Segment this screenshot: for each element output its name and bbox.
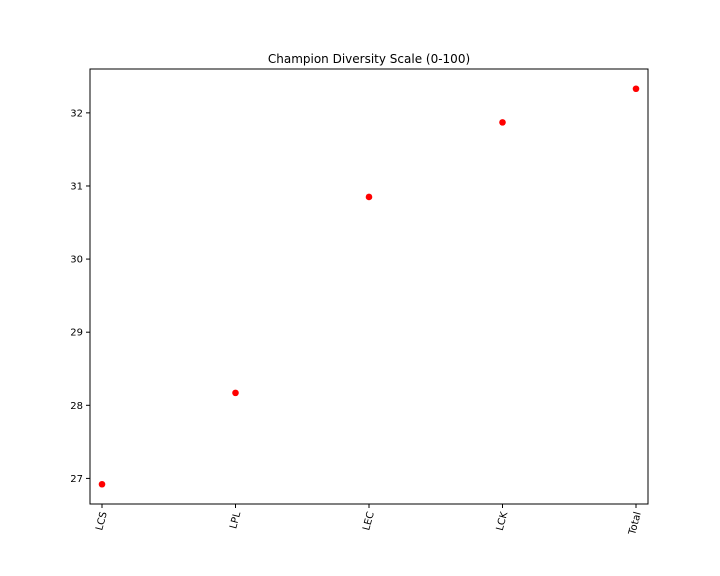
x-tick-label: LCS <box>94 511 110 532</box>
data-point <box>232 389 239 397</box>
data-point <box>632 85 640 93</box>
y-tick-label: 27 <box>70 474 83 485</box>
y-tick-label: 31 <box>70 181 83 192</box>
y-tick-label: 28 <box>70 401 83 412</box>
y-axis: 27 28 29 30 31 32 <box>70 108 90 485</box>
data-point <box>98 480 106 488</box>
y-tick-label: 30 <box>70 255 83 266</box>
data-point <box>365 193 373 201</box>
x-axis: LCS LPL LEC LCK Total <box>94 504 644 537</box>
y-tick-label: 29 <box>70 328 83 339</box>
x-tick-label: LCK <box>495 510 511 532</box>
x-tick-label: LEC <box>361 511 377 532</box>
chart-title: Champion Diversity Scale (0-100) <box>268 52 470 66</box>
data-point <box>499 119 506 126</box>
data-points <box>98 85 640 488</box>
x-tick-label: LPL <box>228 510 243 530</box>
y-tick-label: 32 <box>70 108 83 119</box>
